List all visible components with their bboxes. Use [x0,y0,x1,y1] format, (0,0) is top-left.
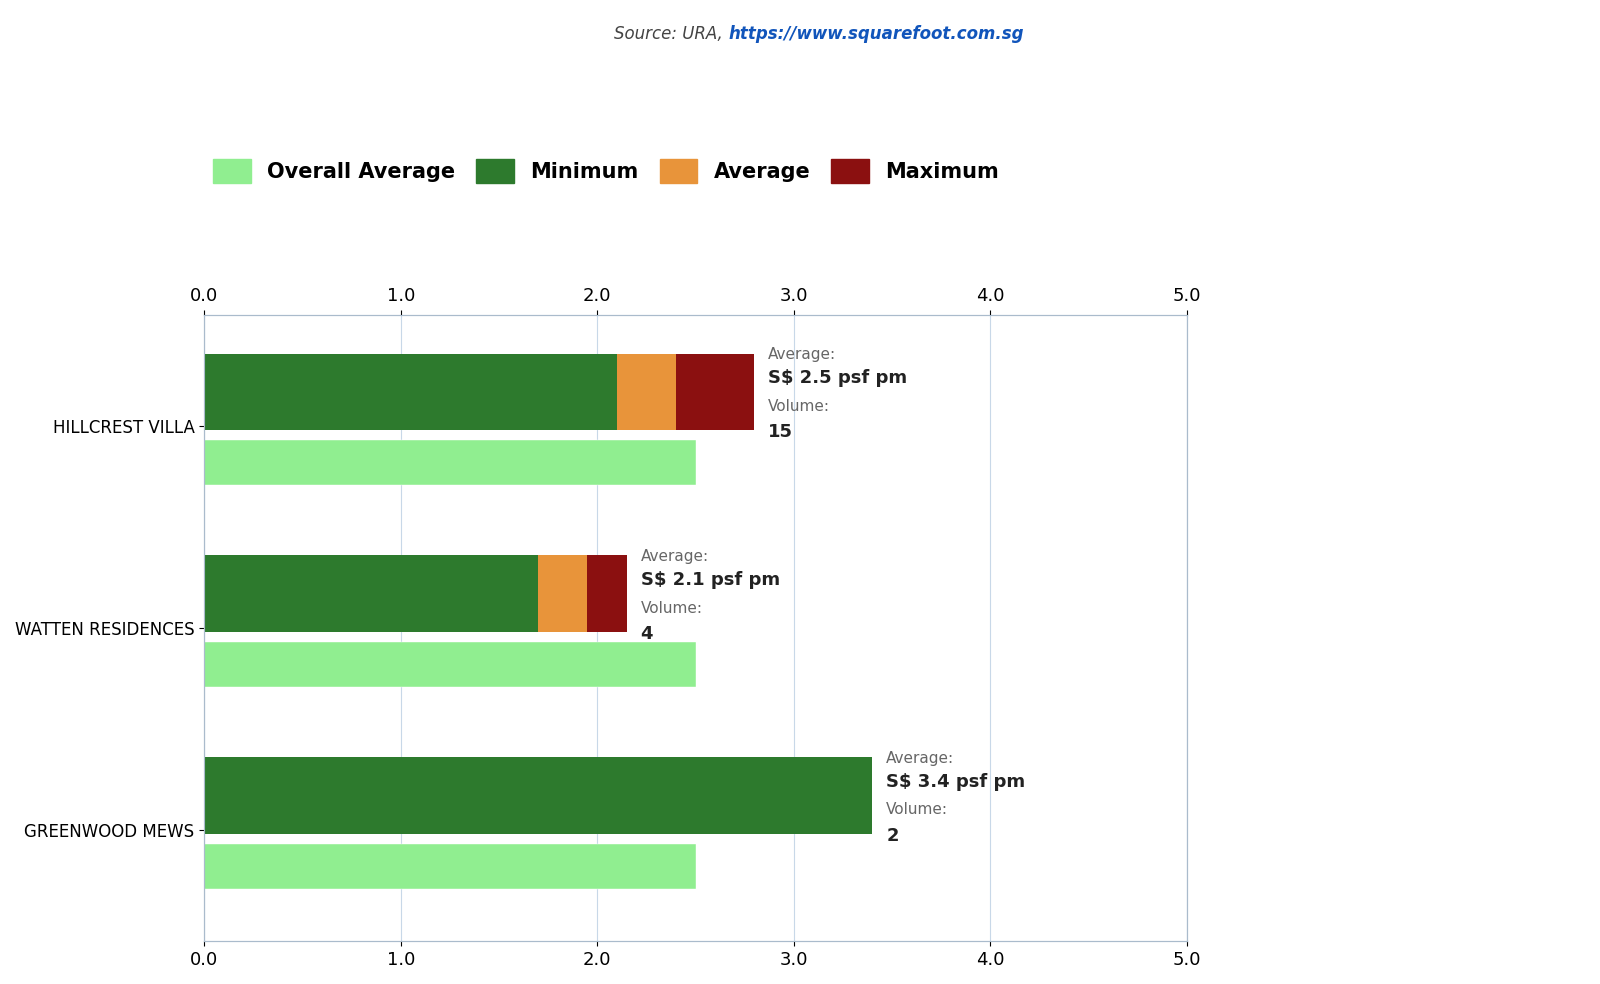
Bar [205,643,696,687]
Text: Average:: Average: [886,751,954,766]
Text: Volume:: Volume: [886,803,949,818]
Text: Volume:: Volume: [768,399,830,413]
Bar [205,758,872,834]
Text: 2: 2 [886,828,899,845]
Bar [205,353,618,430]
Text: Volume:: Volume: [640,600,702,616]
Text: Average:: Average: [640,549,709,564]
Bar [675,353,755,430]
Text: https://www.squarefoot.com.sg: https://www.squarefoot.com.sg [728,25,1024,42]
Legend: Overall Average, Minimum, Average, Maximum: Overall Average, Minimum, Average, Maxim… [205,151,1008,191]
Text: 4: 4 [640,625,653,644]
Text: Average:: Average: [768,347,837,362]
Text: Source: URA,: Source: URA, [614,25,728,42]
Text: S$ 2.1 psf pm: S$ 2.1 psf pm [640,571,779,588]
Bar [205,556,538,633]
Bar [538,556,587,633]
Bar [205,844,696,889]
Bar [587,556,627,633]
Bar [205,441,696,485]
Text: S$ 2.5 psf pm: S$ 2.5 psf pm [768,369,907,387]
Text: 15: 15 [768,423,794,441]
Text: S$ 3.4 psf pm: S$ 3.4 psf pm [886,772,1026,791]
Bar [618,353,675,430]
